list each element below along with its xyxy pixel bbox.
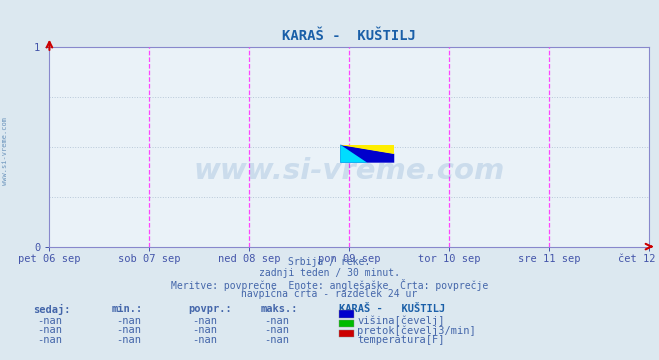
Title: KARAŠ -  KUŠTILJ: KARAŠ - KUŠTILJ [282, 29, 416, 43]
Text: pretok[čevelj3/min]: pretok[čevelj3/min] [357, 325, 476, 336]
Polygon shape [340, 145, 367, 163]
Text: temperatura[F]: temperatura[F] [357, 335, 445, 345]
Text: povpr.:: povpr.: [188, 304, 231, 314]
Text: -nan: -nan [37, 316, 62, 326]
Text: zadnji teden / 30 minut.: zadnji teden / 30 minut. [259, 268, 400, 278]
Text: min.:: min.: [112, 304, 143, 314]
Text: -nan: -nan [192, 316, 217, 326]
Text: višina[čevelj]: višina[čevelj] [357, 316, 445, 326]
Text: Srbija / reke.: Srbija / reke. [289, 257, 370, 267]
Text: -nan: -nan [116, 316, 141, 326]
Text: -nan: -nan [116, 335, 141, 345]
Text: -nan: -nan [192, 335, 217, 345]
Text: sedaj:: sedaj: [33, 304, 71, 315]
Text: maks.:: maks.: [260, 304, 298, 314]
Polygon shape [340, 145, 394, 163]
Text: navpična črta - razdelek 24 ur: navpična črta - razdelek 24 ur [241, 289, 418, 299]
Text: -nan: -nan [264, 335, 289, 345]
Text: www.si-vreme.com: www.si-vreme.com [1, 117, 8, 185]
Text: -nan: -nan [116, 325, 141, 336]
Polygon shape [340, 145, 394, 154]
Text: -nan: -nan [192, 325, 217, 336]
Text: -nan: -nan [264, 325, 289, 336]
Text: KARAŠ -   KUŠTILJ: KARAŠ - KUŠTILJ [339, 304, 445, 314]
Text: -nan: -nan [37, 335, 62, 345]
Text: www.si-vreme.com: www.si-vreme.com [194, 157, 505, 185]
Text: -nan: -nan [37, 325, 62, 336]
Text: -nan: -nan [264, 316, 289, 326]
Text: Meritve: povprečne  Enote: anglešaške  Črta: povprečje: Meritve: povprečne Enote: anglešaške Črt… [171, 279, 488, 291]
